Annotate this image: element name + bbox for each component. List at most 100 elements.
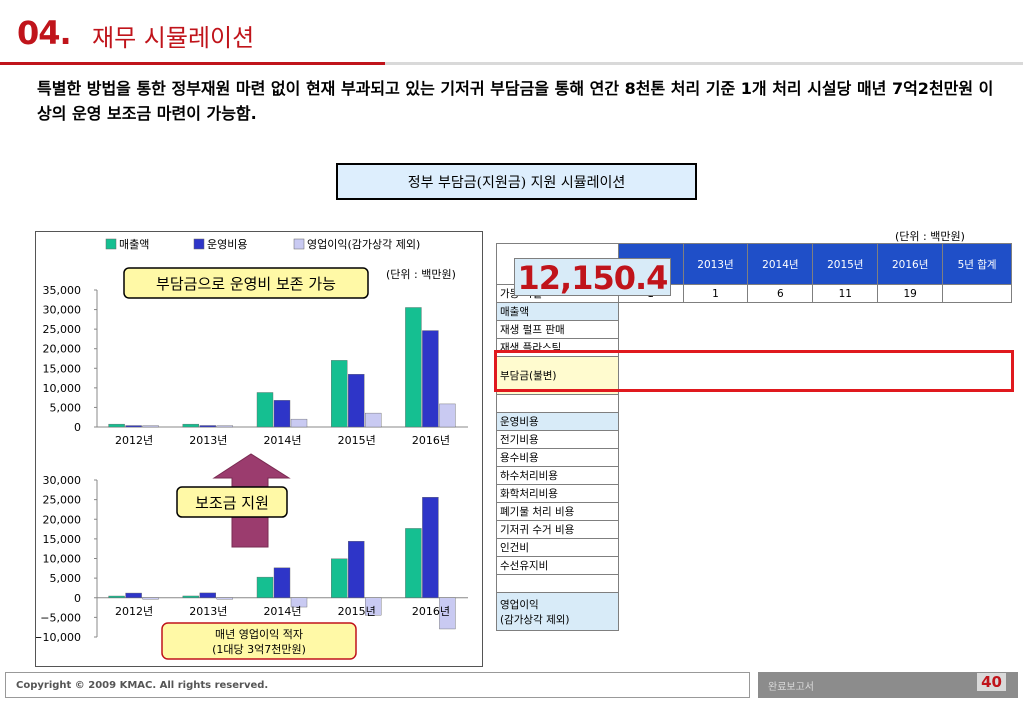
x-tick-label: 2012년 (115, 434, 153, 447)
bar-1-3-1 (348, 541, 365, 598)
header: 04. 재무 시뮬레이션 (0, 0, 1023, 66)
row-label (496, 574, 619, 593)
callout-box (123, 267, 369, 299)
row-label: 부담금(불변) (496, 356, 619, 395)
chart-unit: (단위 : 백만원) (386, 268, 456, 281)
legend-label: 매출액 (119, 238, 149, 251)
row-label: 영업이익 (감가상각 제외) (496, 592, 619, 631)
table-row: 전기비용177.1182.41,127.42,128.93,787.57,403… (496, 257, 1012, 449)
bar-1-1-0 (182, 595, 200, 598)
bar-0-3-1 (348, 374, 365, 428)
y-tick-label: 20,000 (43, 513, 82, 526)
cell (942, 284, 1012, 303)
bar-0-0-2 (142, 425, 159, 428)
bar-0-4-1 (422, 330, 439, 428)
row-label: 하수처리비용 (496, 466, 619, 485)
bar-1-2-0 (256, 576, 274, 598)
cell: 12,150.4 (513, 257, 672, 297)
row-label: 재생 펄프 판매 (496, 320, 619, 339)
simulation-title: 정부 부담금(지원금) 지원 시뮬레이션 (407, 174, 626, 191)
report-label-box: 완료보고서 40 (758, 672, 1018, 698)
x-tick-label: 2015년 (338, 605, 376, 618)
y-tick-label: 5,000 (50, 401, 82, 414)
page-title: 재무 시뮬레이션 (92, 24, 255, 52)
cell: 6 (747, 284, 814, 303)
note-line-2: (1대당 3억7천만원) (212, 642, 306, 656)
page-number: 40 (977, 673, 1006, 691)
table-row: 영업이익(감가상각 제외)356.9345.82,005.73,547.05,8… (496, 257, 1012, 631)
bar-1-4-2 (439, 597, 456, 630)
x-tick-label: 2012년 (115, 605, 153, 618)
table-row: 매출액1,554.81,579.69,630.717,945.531,511.2… (496, 257, 1012, 321)
legend-label: 운영비용 (207, 238, 247, 251)
row-label (496, 394, 619, 413)
legend-swatch (105, 238, 117, 250)
report-label: 완료보고서 (768, 681, 814, 693)
section-number: 04. (17, 14, 72, 52)
highlight-box (494, 350, 1014, 392)
table-header-2: 2014년 (747, 243, 814, 285)
bar-0-1-0 (182, 423, 200, 428)
table-header-4: 2016년 (877, 243, 944, 285)
table-header-3: 2015년 (812, 243, 879, 285)
bar-0-0-0 (108, 423, 125, 428)
bar-0-2-0 (256, 392, 274, 428)
x-tick-label: 2015년 (338, 434, 376, 447)
table-row: 인건비75.077.3477.4901.51,603.93,135.0 (496, 257, 1012, 557)
y-tick-label: 30,000 (43, 474, 82, 487)
y-tick-label: 15,000 (43, 362, 82, 375)
table-row: 하수처리비용1.61.69.918.833.465.2 (496, 257, 1012, 485)
table-row: 용수비용2.72.817.332.758.2113.7 (496, 257, 1012, 467)
bar-1-4-1 (422, 497, 439, 598)
table-header-5: 5년 합계 (942, 243, 1012, 285)
x-tick-label: 2016년 (412, 434, 450, 447)
row-label: 화학처리비용 (496, 484, 619, 503)
callout2-box (176, 486, 288, 518)
bar-0-1-2 (216, 425, 234, 428)
charts-svg: 매출액 운영비용 영업이익(감가상각 제외) 35,000 30,000 25,000 20… (33, 238, 468, 660)
description: 특별한 방법을 통한 정부재원 마련 없이 현재 부과되고 있는 기저귀 부담금… (37, 79, 994, 123)
y-tick-label: 30,000 (43, 304, 82, 317)
table-row (496, 257, 1012, 593)
x-tick-label: 2013년 (189, 434, 227, 447)
bar-1-4-0 (405, 528, 422, 598)
row-label: 운영비용 (496, 412, 619, 431)
y-tick-label: 10,000 (43, 382, 82, 395)
callout2-text: 보조금 지원 (195, 494, 269, 512)
y-tick-label: 15,000 (43, 533, 82, 546)
legend-label: 영업이익(감가상각 제외) (307, 238, 420, 251)
x-tick-label: 2014년 (263, 434, 301, 447)
bar-0-3-2 (365, 412, 382, 428)
copyright: Copyright © 2009 KMAC. All rights reserv… (5, 672, 750, 698)
y-tick-label: 10,000 (43, 553, 82, 566)
y-tick-label: 5,000 (50, 572, 82, 585)
note-box (161, 622, 357, 660)
table-row: 수선유지비11.311.671.7135.4240.9470.9 (496, 257, 1012, 575)
bar-1-2-2 (290, 597, 308, 608)
x-tick-label: 2016년 (412, 605, 450, 618)
note-line-1: 매년 영업이익 적자 (215, 628, 303, 641)
y-tick-label: 25,000 (43, 323, 82, 336)
y-tick-label: −5,000 (40, 611, 81, 624)
row-label: 매출액 (496, 302, 619, 321)
y-tick-label: 0 (74, 421, 81, 434)
bar-1-3-2 (365, 597, 382, 616)
y-tick-label: 35,000 (43, 284, 82, 297)
row-label: 인건비 (496, 538, 619, 557)
callout-text: 부담금으로 운영비 보존 가능 (156, 275, 336, 293)
y-tick-label: 20,000 (43, 343, 82, 356)
table-header-1: 2013년 (682, 243, 749, 285)
row-label: 폐기물 처리 비용 (496, 502, 619, 521)
simulation-title-box: 정부 부담금(지원금) 지원 시뮬레이션 (336, 163, 697, 200)
divider (0, 62, 1023, 65)
table-unit: (단위 : 백만원) (895, 230, 965, 243)
bar-1-1-2 (216, 597, 234, 600)
x-tick-label: 2013년 (189, 605, 227, 618)
bar-0-2-2 (290, 418, 308, 428)
y-tick-label: 25,000 (43, 494, 82, 507)
cell: 19 (877, 284, 944, 303)
y-tick-label: −10,000 (36, 631, 81, 644)
financial-table: 2012년2013년2014년2015년2016년5년 합계 가동 시설1161… (496, 243, 1012, 631)
row-label: 수선유지비 (496, 556, 619, 575)
legend-swatch (193, 238, 205, 250)
